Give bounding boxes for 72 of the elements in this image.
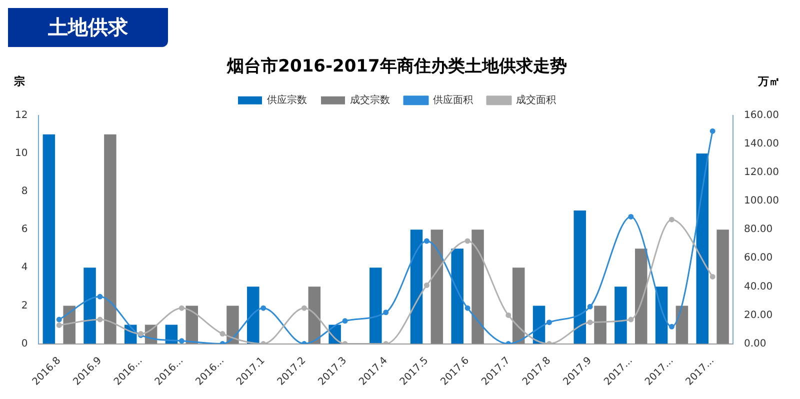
bar xyxy=(634,248,648,344)
point xyxy=(464,305,470,311)
y2-tick-label: 100.00 xyxy=(744,196,780,207)
point xyxy=(301,305,307,311)
bar xyxy=(655,286,668,344)
bar xyxy=(614,286,627,344)
bar xyxy=(410,230,423,344)
y-tick-label: 10 xyxy=(14,148,28,160)
bar xyxy=(370,268,382,344)
point xyxy=(546,320,552,326)
point xyxy=(710,128,716,134)
y2-tick-label: 40.00 xyxy=(744,281,773,292)
point xyxy=(56,316,62,322)
y-tick-label: 0 xyxy=(21,338,28,350)
bar xyxy=(512,268,525,344)
bar xyxy=(84,268,96,344)
point xyxy=(424,282,430,288)
bar xyxy=(451,248,464,344)
y-tick-label: 4 xyxy=(21,262,28,274)
bar xyxy=(308,286,321,344)
legend-label: 成交宗数 xyxy=(350,94,390,106)
point xyxy=(506,312,512,318)
legend-label: 成交面积 xyxy=(516,94,556,106)
legend-label: 供应面积 xyxy=(433,94,473,106)
bar xyxy=(594,306,606,344)
point xyxy=(424,238,430,244)
point xyxy=(260,305,266,311)
point xyxy=(587,320,593,326)
bar xyxy=(472,230,484,344)
y2-tick-label: 0.00 xyxy=(744,338,766,350)
legend-label: 供应宗数 xyxy=(267,94,307,106)
point xyxy=(220,331,226,337)
bar xyxy=(186,306,198,344)
point xyxy=(587,304,593,310)
point xyxy=(342,318,348,324)
point xyxy=(464,238,470,244)
y2-tick-label: 20.00 xyxy=(744,310,773,321)
y2-tick-label: 160.00 xyxy=(744,110,780,121)
bar xyxy=(574,210,586,344)
bar xyxy=(696,153,709,344)
point xyxy=(97,294,103,300)
chart-title: 烟台市2016-2017年商住办类土地供求走势 xyxy=(226,56,567,77)
point xyxy=(628,316,634,322)
y2-axis-title: 万㎡ xyxy=(757,74,780,88)
bar xyxy=(42,134,56,344)
bar xyxy=(63,306,76,344)
y-tick-label: 2 xyxy=(21,300,28,312)
point xyxy=(628,214,634,220)
bar xyxy=(165,324,178,344)
point xyxy=(178,338,184,344)
bar xyxy=(226,306,239,344)
y-tick-label: 6 xyxy=(21,224,28,236)
y-axis-title: 宗 xyxy=(13,74,25,88)
point xyxy=(669,216,674,222)
text: 土地供求 xyxy=(8,8,168,47)
bar xyxy=(247,286,260,344)
y-tick-label: 8 xyxy=(21,186,28,198)
y2-tick-label: 80.00 xyxy=(744,224,773,236)
y2-tick-label: 140.00 xyxy=(744,138,780,150)
y2-tick-label: 60.00 xyxy=(744,252,773,264)
point xyxy=(669,324,674,330)
bar xyxy=(430,230,444,344)
point xyxy=(710,274,716,280)
y2-tick-label: 120.00 xyxy=(744,167,780,178)
point xyxy=(56,322,62,328)
y-tick-label: 12 xyxy=(14,110,28,121)
point xyxy=(97,316,103,322)
bar xyxy=(104,134,116,344)
point xyxy=(383,310,389,316)
point xyxy=(178,305,184,311)
bar xyxy=(676,306,688,344)
bar xyxy=(716,230,729,344)
